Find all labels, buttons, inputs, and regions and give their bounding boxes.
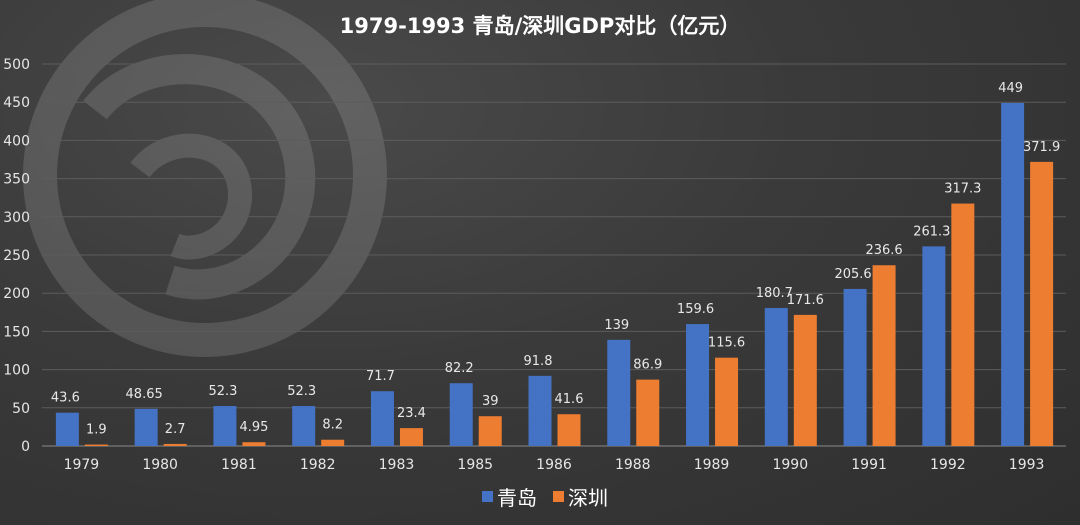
bar-qingdao (449, 383, 473, 446)
y-tick-label: 350 (3, 172, 30, 188)
x-tick-label: 1979 (64, 457, 100, 473)
x-tick-label: 1992 (930, 457, 966, 473)
y-tick-label: 0 (21, 439, 30, 455)
y-tick-label: 200 (3, 286, 30, 302)
bar-qingdao (292, 406, 316, 446)
bar-shenzhen (1030, 161, 1054, 446)
bar-shenzhen (951, 203, 975, 446)
data-label: 48.65 (126, 387, 163, 402)
bar-qingdao (843, 288, 867, 446)
y-tick-label: 250 (3, 248, 30, 264)
data-label: 71.7 (366, 369, 395, 384)
x-tick-label: 1990 (772, 457, 808, 473)
bar-qingdao (370, 391, 394, 446)
bar-shenzhen (872, 265, 896, 446)
x-tick-label: 1991 (851, 457, 887, 473)
bar-qingdao (213, 406, 237, 446)
chart-title: 1979-1993 青岛/深圳GDP对比（亿元） (340, 14, 741, 38)
x-tick-label: 1980 (142, 457, 178, 473)
y-tick-label: 500 (3, 57, 30, 73)
data-label: 180.7 (756, 286, 793, 301)
watermark-logo (23, 0, 387, 357)
data-label: 139 (604, 318, 629, 333)
bar-qingdao (1001, 102, 1025, 447)
x-tick-label: 1981 (221, 457, 257, 473)
data-label: 261.3 (913, 224, 950, 239)
data-label: 41.6 (555, 392, 584, 407)
x-tick-label: 1985 (457, 457, 493, 473)
data-label: 371.9 (1023, 140, 1060, 155)
x-tick-label: 1982 (300, 457, 336, 473)
bar-shenzhen (163, 443, 187, 446)
data-label: 317.3 (944, 182, 981, 197)
y-tick-label: 450 (3, 95, 30, 111)
bar-qingdao (607, 339, 631, 446)
y-tick-label: 50 (12, 401, 30, 417)
data-label: 205.6 (834, 267, 871, 282)
bar-shenzhen (557, 414, 581, 446)
legend-label: 青岛 (497, 486, 537, 510)
data-label: 91.8 (524, 354, 553, 369)
data-label: 52.3 (287, 384, 316, 399)
data-labels: 43.6 1.9 48.65 2.7 52.3 4.95 52.3 8.2 71.7 23.4 82… (51, 81, 1060, 438)
bar-qingdao (922, 246, 946, 446)
legend-swatch (553, 491, 564, 502)
legend-swatch (482, 491, 493, 502)
data-label: 1.9 (86, 423, 107, 438)
bar-qingdao (528, 375, 552, 446)
bar-qingdao (55, 412, 79, 446)
bar-qingdao (134, 408, 158, 446)
bar-shenzhen (478, 416, 502, 446)
bar-shenzhen (321, 439, 345, 446)
data-label: 4.95 (239, 420, 268, 435)
data-label: 23.4 (397, 406, 426, 421)
data-label: 449 (998, 81, 1023, 96)
bar-shenzhen (84, 444, 108, 446)
data-label: 115.6 (708, 336, 745, 351)
gridlines (42, 63, 1066, 447)
data-label: 171.6 (787, 293, 824, 308)
bar-shenzhen (399, 428, 423, 446)
data-label: 39 (482, 394, 499, 409)
data-label: 82.2 (445, 361, 474, 376)
data-label: 236.6 (865, 243, 902, 258)
data-label: 52.3 (208, 384, 237, 399)
bar-qingdao (686, 324, 710, 446)
x-tick-label: 1986 (536, 457, 572, 473)
x-tick-label: 1983 (379, 457, 415, 473)
y-axis: 0 50 100 150 200 250 300 350 400 450 500 (3, 57, 30, 455)
data-label: 8.2 (322, 418, 343, 433)
x-axis: 1979 1980 1981 1982 1983 1985 1986 1988 1989 1990… (64, 457, 1045, 473)
legend-label: 深圳 (568, 486, 608, 510)
x-tick-label: 1988 (615, 457, 651, 473)
y-tick-label: 150 (3, 324, 30, 340)
data-label: 2.7 (165, 422, 186, 437)
bar-shenzhen (636, 379, 660, 446)
x-tick-label: 1989 (694, 457, 730, 473)
data-label: 43.6 (51, 391, 80, 406)
data-label: 86.9 (633, 358, 662, 373)
x-tick-label: 1993 (1009, 457, 1045, 473)
legend: 青岛 深圳 (482, 486, 608, 510)
data-label: 159.6 (677, 302, 714, 317)
y-tick-label: 100 (3, 363, 30, 379)
bar-shenzhen (793, 314, 817, 446)
bar-shenzhen (242, 442, 266, 446)
y-tick-label: 400 (3, 133, 30, 149)
y-tick-label: 300 (3, 210, 30, 226)
bar-qingdao (764, 307, 788, 446)
bar-shenzhen (715, 357, 739, 446)
bars (55, 102, 1054, 447)
